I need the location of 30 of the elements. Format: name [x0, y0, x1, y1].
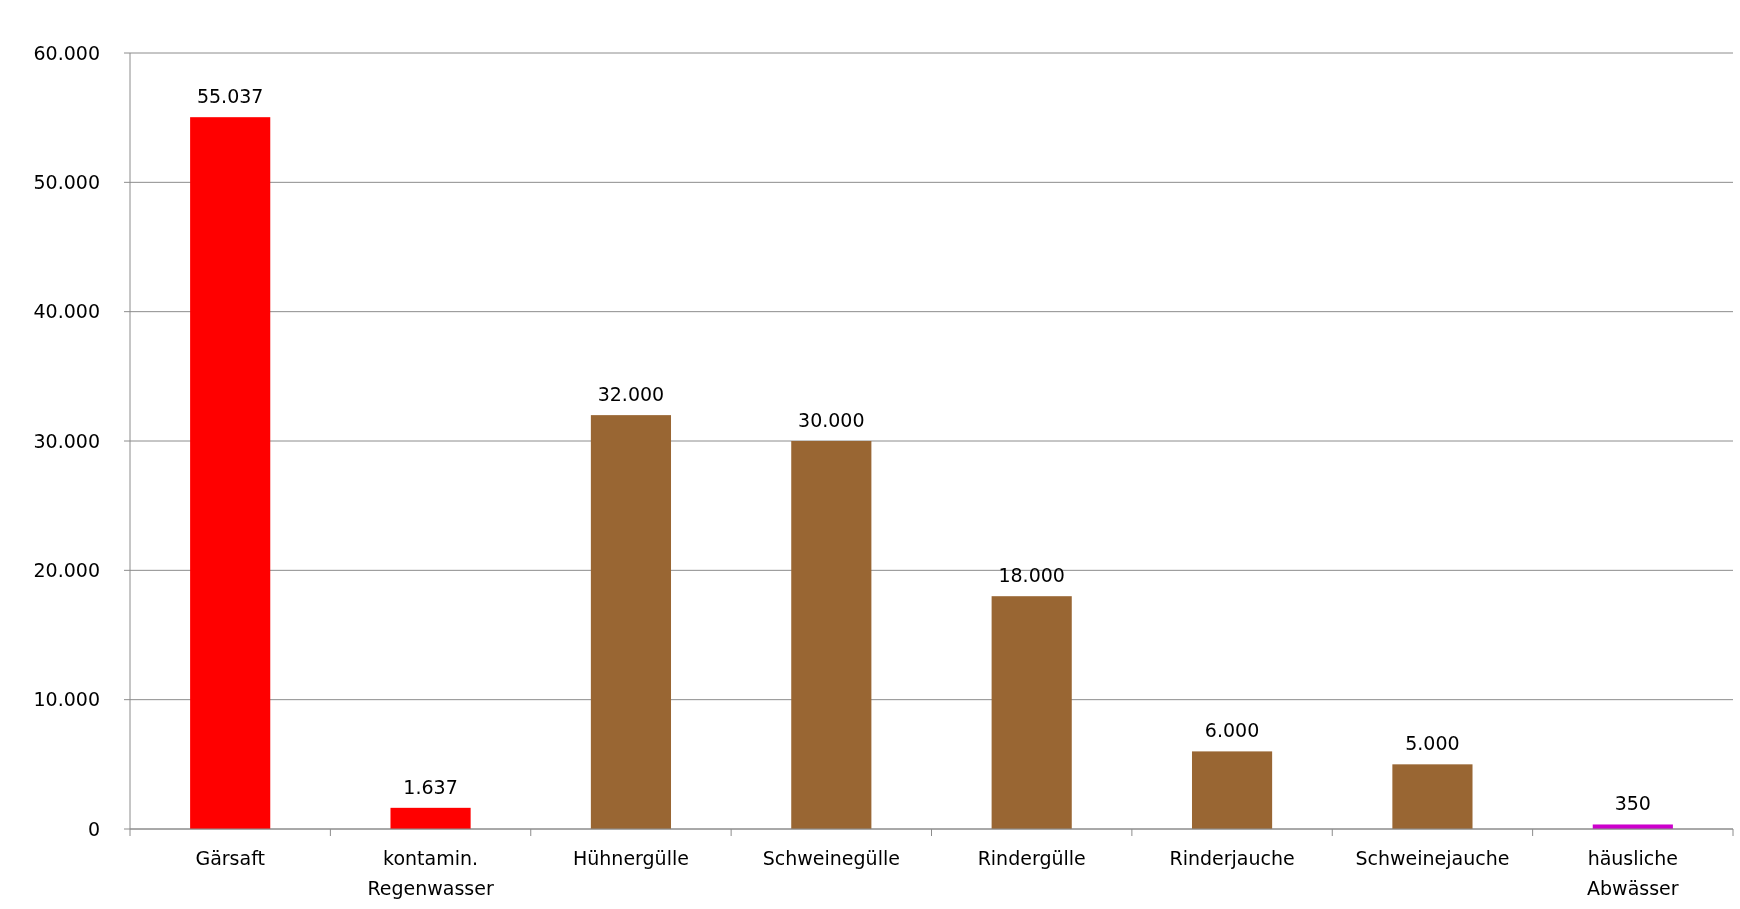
y-tick-label: 50.000: [33, 170, 100, 193]
x-tick-label: Rinderjauche: [1169, 847, 1295, 869]
y-tick-label: 10.000: [33, 688, 100, 711]
data-label: 30.000: [798, 409, 865, 431]
data-label: 55.037: [196, 85, 264, 108]
bar: [991, 596, 1072, 829]
data-label: 6.000: [1204, 719, 1260, 742]
data-label: 18.000: [998, 564, 1065, 587]
x-tick-label: Hühnergülle: [572, 847, 689, 869]
y-tick-label: 0: [87, 817, 100, 840]
y-tick-label: 40.000: [33, 300, 100, 323]
x-tick-label: Schweinejauche: [1355, 847, 1510, 869]
bar: [1191, 751, 1273, 829]
y-tick-label: 60.000: [33, 41, 100, 64]
x-tick-label: Schweinegülle: [762, 847, 900, 869]
data-label: 5.000: [1405, 732, 1460, 755]
x-tick-label: kontamin. Regenwasser: [367, 847, 494, 899]
y-tick-label: 20.000: [33, 558, 100, 581]
bar: [1392, 764, 1473, 829]
bar: [390, 807, 471, 829]
bar: [190, 117, 271, 829]
x-tick-label: häusliche Abwässer: [1587, 847, 1679, 899]
data-label: 32.000: [597, 383, 665, 406]
y-tick-label: 30.000: [33, 429, 100, 452]
data-label: 350: [1614, 792, 1651, 815]
x-tick-label: Rindergülle: [977, 847, 1086, 869]
x-tick-label: Gärsaft: [195, 847, 265, 869]
data-label: 1.637: [403, 775, 458, 798]
bar: [791, 441, 872, 829]
bar: [590, 415, 672, 829]
